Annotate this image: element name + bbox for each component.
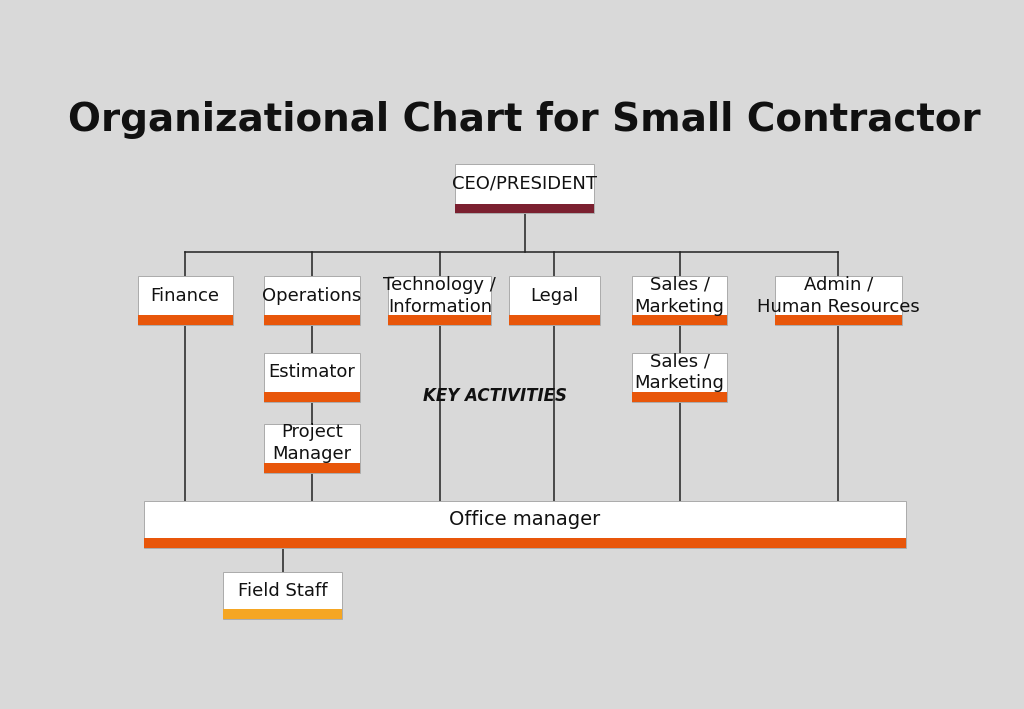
FancyBboxPatch shape: [143, 501, 905, 548]
Text: Organizational Chart for Small Contractor: Organizational Chart for Small Contracto…: [69, 101, 981, 140]
FancyBboxPatch shape: [388, 316, 492, 325]
Text: KEY ACTIVITIES: KEY ACTIVITIES: [423, 387, 566, 406]
Text: Technology /
Information: Technology / Information: [383, 276, 497, 316]
FancyBboxPatch shape: [632, 277, 727, 325]
FancyBboxPatch shape: [264, 277, 359, 325]
Text: Sales /
Marketing: Sales / Marketing: [635, 352, 725, 392]
FancyBboxPatch shape: [509, 277, 600, 325]
Text: Office manager: Office manager: [450, 510, 600, 530]
FancyBboxPatch shape: [632, 352, 727, 402]
FancyBboxPatch shape: [775, 277, 902, 325]
Text: Admin /
Human Resources: Admin / Human Resources: [757, 276, 920, 316]
FancyBboxPatch shape: [143, 538, 905, 548]
FancyBboxPatch shape: [264, 316, 359, 325]
Text: CEO/PRESIDENT: CEO/PRESIDENT: [453, 175, 597, 193]
FancyBboxPatch shape: [632, 392, 727, 402]
Text: Legal: Legal: [530, 287, 579, 305]
FancyBboxPatch shape: [264, 463, 359, 473]
FancyBboxPatch shape: [264, 392, 359, 402]
Text: Field Staff: Field Staff: [238, 582, 328, 600]
FancyBboxPatch shape: [264, 352, 359, 402]
FancyBboxPatch shape: [223, 610, 342, 619]
FancyBboxPatch shape: [456, 164, 594, 213]
FancyBboxPatch shape: [509, 316, 600, 325]
FancyBboxPatch shape: [223, 572, 342, 619]
Text: Finance: Finance: [151, 287, 219, 305]
Text: Sales /
Marketing: Sales / Marketing: [635, 276, 725, 316]
FancyBboxPatch shape: [456, 203, 594, 213]
FancyBboxPatch shape: [632, 316, 727, 325]
Text: Operations: Operations: [262, 287, 361, 305]
FancyBboxPatch shape: [137, 277, 232, 325]
FancyBboxPatch shape: [264, 423, 359, 473]
FancyBboxPatch shape: [775, 316, 902, 325]
FancyBboxPatch shape: [388, 277, 492, 325]
Text: Project
Manager: Project Manager: [272, 423, 351, 463]
FancyBboxPatch shape: [137, 316, 232, 325]
Text: Estimator: Estimator: [268, 363, 355, 381]
